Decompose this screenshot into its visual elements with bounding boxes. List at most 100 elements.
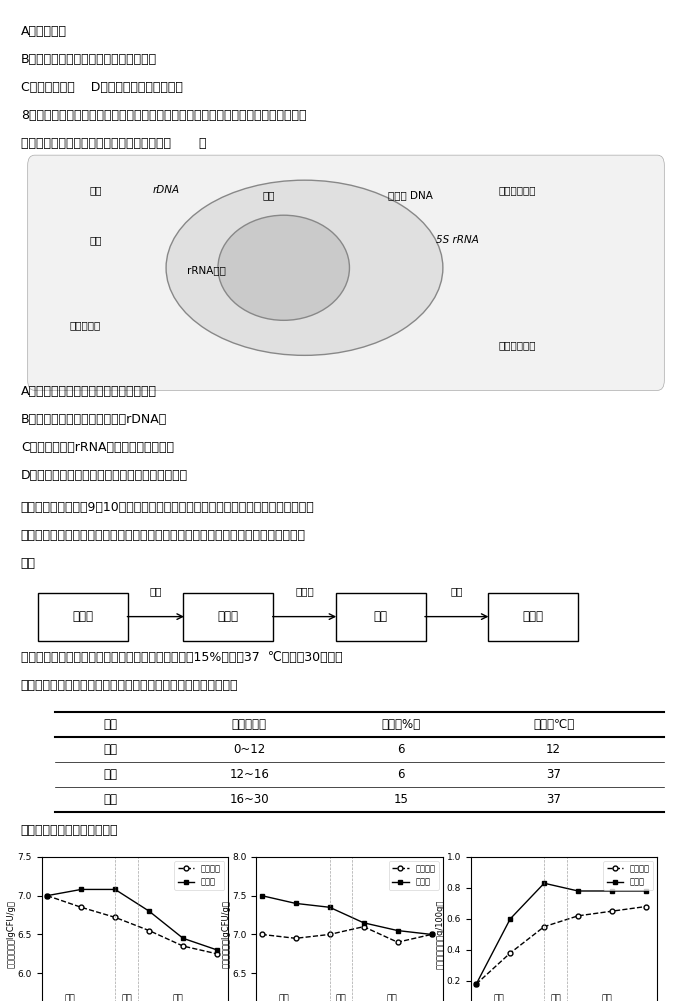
新工艺 [77,884,85,896]
Text: 中期: 中期 [104,768,118,781]
Text: 两种工艺的结果比较见下图。: 两种工艺的结果比较见下图。 [21,824,118,837]
传统工艺 [325,929,334,941]
Text: 发酵: 发酵 [450,587,463,597]
新工艺 [257,890,266,902]
Y-axis label: 活细菌总数（lgCFU/g）: 活细菌总数（lgCFU/g） [7,901,16,968]
Text: 6: 6 [398,743,405,756]
Text: 核糖体蛋白: 核糖体蛋白 [69,320,100,330]
传统工艺 [608,905,617,917]
新工艺 [540,877,548,889]
Legend: 传统工艺, 新工艺: 传统工艺, 新工艺 [389,861,439,890]
Text: 中期: 中期 [336,994,346,1001]
新工艺 [642,885,650,897]
Text: 酱醅: 酱醅 [374,611,388,623]
Text: rRNA前体: rRNA前体 [187,265,226,275]
新工艺 [394,925,402,937]
新工艺 [359,917,367,929]
传统工艺 [506,947,514,959]
Text: 后期: 后期 [104,793,118,806]
Text: A．基因突变: A．基因突变 [21,25,66,38]
Text: 6: 6 [398,768,405,781]
Line: 传统工艺: 传统工艺 [474,904,648,987]
Text: 前期: 前期 [64,994,75,1001]
新工艺 [179,932,188,944]
Text: 12: 12 [546,743,561,756]
传统工艺 [642,901,650,913]
Text: 37: 37 [546,793,561,806]
Text: 5S rRNA: 5S rRNA [436,235,479,245]
Text: 中期: 中期 [550,994,561,1001]
Text: 蚕豆瓣: 蚕豆瓣 [73,611,93,623]
Text: 前期: 前期 [104,743,118,756]
Text: 前期: 前期 [279,994,290,1001]
传统工艺 [428,929,436,941]
Text: 豆瓣曲: 豆瓣曲 [218,611,239,623]
新工艺 [43,890,51,902]
FancyBboxPatch shape [336,593,426,641]
Ellipse shape [218,215,349,320]
Text: 阅读下列材料，回答9、10题。甜瓣子是豆瓣酱的重要成分，风味受蚕豆蛋白分解产生: 阅读下列材料，回答9、10题。甜瓣子是豆瓣酱的重要成分，风味受蚕豆蛋白分解产生 [21,500,314,514]
传统工艺 [574,910,582,922]
Text: 核孔: 核孔 [90,235,102,245]
新工艺 [213,944,221,956]
传统工艺 [291,932,300,944]
Y-axis label: 活细菌总数（lgCFU/g）: 活细菌总数（lgCFU/g） [221,901,230,968]
Text: rDNA: rDNA [152,185,179,195]
新工艺 [291,898,300,910]
Text: 8．完整的核糖体由大、小两个亚基组成。下图为真核细胞核糖体大、小亚基的合成、: 8．完整的核糖体由大、小两个亚基组成。下图为真核细胞核糖体大、小亚基的合成、 [21,109,307,122]
Text: 某研究团队对加盐水后的发酵阶段的传统工艺（盐度15%，温度37  ℃，发酵30天）进: 某研究团队对加盐水后的发酵阶段的传统工艺（盐度15%，温度37 ℃，发酵30天）… [21,651,343,664]
Text: 时段（天）: 时段（天） [232,718,266,731]
传统工艺 [111,911,119,923]
Text: 的氨基酸影响，也受发酵过程中不同微生物的多种代谢产物影响。其生产工艺如下图所: 的氨基酸影响，也受发酵过程中不同微生物的多种代谢产物影响。其生产工艺如下图所 [21,529,306,542]
Text: 核仁外 DNA: 核仁外 DNA [388,190,432,200]
Text: C．染色体变异    D．非同源染色体自由组合: C．染色体变异 D．非同源染色体自由组合 [21,81,183,94]
传统工艺 [472,978,480,990]
Text: 时期: 时期 [104,718,118,731]
Ellipse shape [166,180,443,355]
Text: 37: 37 [546,768,561,781]
Text: 制曲: 制曲 [149,587,162,597]
Text: 前期: 前期 [493,994,504,1001]
Text: 后期: 后期 [601,994,612,1001]
Line: 传统工艺: 传统工艺 [260,924,434,945]
Text: B．细胞的遗传信息主要储存于rDNA中: B．细胞的遗传信息主要储存于rDNA中 [21,413,167,426]
Y-axis label: 氨基态氮含量（g/100g）: 氨基态氮含量（g/100g） [436,900,445,969]
Text: A．上图所示过程可发生在有丝分裂中期: A．上图所示过程可发生在有丝分裂中期 [21,385,157,398]
Legend: 传统工艺, 新工艺: 传统工艺, 新工艺 [603,861,653,890]
新工艺 [145,905,153,917]
Text: 0~12: 0~12 [233,743,265,756]
传统工艺 [77,901,85,913]
Text: 行了改良，改良后甜瓣子风味得以提升。新工艺参数如下表所示。: 行了改良，改良后甜瓣子风味得以提升。新工艺参数如下表所示。 [21,679,238,692]
传统工艺 [145,925,153,937]
传统工艺 [359,921,367,933]
传统工艺 [394,936,402,948]
FancyBboxPatch shape [28,155,664,390]
新工艺 [111,884,119,896]
FancyBboxPatch shape [488,593,578,641]
Text: 后期: 后期 [172,994,183,1001]
Line: 新工艺: 新工艺 [260,893,434,937]
Legend: 传统工艺, 新工艺: 传统工艺, 新工艺 [174,861,224,890]
Text: 甜瓣子: 甜瓣子 [522,611,543,623]
Text: 盐度（%）: 盐度（%） [382,718,421,731]
传统工艺 [257,929,266,941]
Text: 后期: 后期 [387,994,397,1001]
Text: 温度（℃）: 温度（℃） [533,718,574,731]
新工艺 [608,885,617,897]
传统工艺 [43,890,51,902]
Line: 新工艺: 新工艺 [45,887,219,952]
Text: 核膜: 核膜 [90,185,102,195]
Text: 核糖体大亚基: 核糖体大亚基 [498,340,536,350]
FancyBboxPatch shape [38,593,128,641]
Line: 传统工艺: 传统工艺 [45,893,219,956]
新工艺 [428,929,436,941]
Text: 15: 15 [394,793,409,806]
Text: 12~16: 12~16 [229,768,269,781]
FancyBboxPatch shape [183,593,273,641]
Text: C．核仁是合成rRNA和核糖体蛋白的场所: C．核仁是合成rRNA和核糖体蛋白的场所 [21,441,174,454]
Text: 核仁: 核仁 [263,190,275,200]
传统工艺 [213,948,221,960]
Text: 加盐水: 加盐水 [295,587,314,597]
Text: 装配及运输过程示意图，相关叙述正确的是（       ）: 装配及运输过程示意图，相关叙述正确的是（ ） [21,137,206,150]
Text: 核糖体小亚基: 核糖体小亚基 [498,185,536,195]
